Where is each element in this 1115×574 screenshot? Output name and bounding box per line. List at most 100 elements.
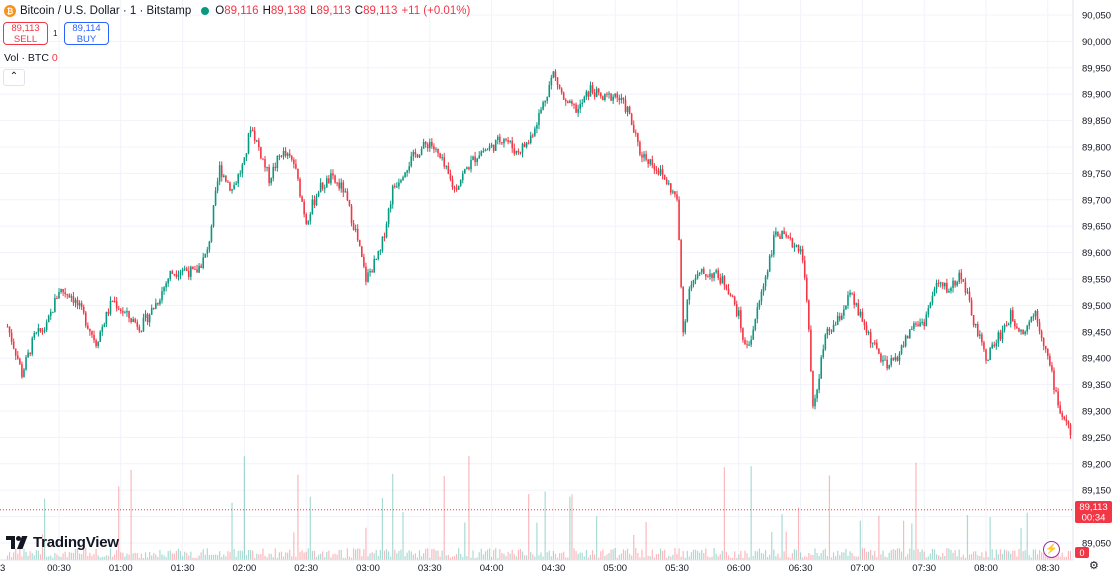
sell-button[interactable]: 89,113 SELL [3,22,48,45]
candle-body [1051,365,1053,371]
candle-body [826,328,829,335]
gear-icon[interactable]: ⚙ [1089,560,1099,572]
volume-bar [546,552,548,560]
volume-bar [917,548,919,560]
candle-body [865,325,868,333]
volume-bar [287,552,289,560]
volume-label: Vol · BTC [4,52,49,64]
volume-bar [734,551,736,560]
volume-bar [447,554,449,560]
market-status-dot [201,7,210,15]
volume-bar [322,551,324,560]
buy-button[interactable]: 89,114 BUY [64,22,109,45]
candle-body [21,364,23,378]
volume-bar [21,556,23,560]
candle-body [849,292,851,296]
candle-body [999,332,1002,340]
candle-body [58,291,60,299]
volume-bar [534,556,536,560]
candle-body [437,148,439,154]
candle-body [906,335,909,339]
volume-bar [295,556,297,560]
candle-body [62,288,64,293]
candle-body [82,306,85,313]
volume-bar [396,553,398,560]
candle-body [1032,316,1035,318]
volume-bar [184,551,186,560]
volume-bar [569,496,571,560]
volume-bar [999,549,1002,560]
volume-bar [495,548,497,560]
candle-body [315,196,318,205]
volume-bar [144,552,147,560]
volume-bar [29,551,31,560]
candle-body [426,144,429,149]
volume-bar [732,557,734,560]
volume-bar [394,549,396,560]
volume-bar [472,550,474,560]
candle-body [991,344,993,349]
volume-bar [624,550,627,560]
volume-bar [608,553,610,560]
candle-body [532,135,534,137]
price-axis[interactable]: 90,050 90,000 89,950 89,900 89,850 89,800 89,7… [1082,11,1111,550]
volume-bar [120,552,122,560]
symbol-title[interactable]: Bitcoin / U.S. Dollar · 1 · Bitstamp [20,5,192,17]
candle-body [54,298,56,312]
volume-bar [1034,549,1037,560]
candle-body [313,199,316,205]
volume-bar [390,556,392,560]
candle-body [319,182,322,193]
candle-body [239,173,242,175]
candle-body [338,182,340,189]
volume-bar [867,551,870,560]
candle-body [859,311,862,316]
volume-bar [151,555,153,560]
volume-bar [513,554,515,560]
candle-body [550,77,553,86]
volume-bar [27,555,29,560]
candle-body [435,148,437,150]
volume-bar [371,552,373,560]
candle-body [816,389,818,399]
candle-body [278,155,281,157]
volume-bar [701,549,703,560]
candle-body [824,334,827,350]
volume-bar [857,556,859,560]
volume-bar [898,548,901,560]
volume-bar [101,556,103,560]
candle-body [921,321,923,323]
volume-bar [802,557,804,560]
volume-bar [589,554,592,560]
candle-body [155,303,157,309]
candle-body [480,151,483,156]
volume-bar [919,552,921,560]
candle-body [793,246,796,248]
volume-bar [6,555,9,560]
volume-legend[interactable]: Vol · BTC 0 [4,52,58,64]
candle-body [97,341,99,347]
candle-body [255,140,258,142]
symbol-legend[interactable]: ₿ Bitcoin / U.S. Dollar · 1 · Bitstamp O… [4,2,470,20]
current-volume-label: 0 [1075,547,1089,558]
volume-bar [256,553,258,560]
volume-bar [705,548,707,560]
volume-bar [631,555,633,560]
candle-body [1059,405,1061,414]
candle-body [208,241,211,250]
volume-bar [153,553,155,560]
tradingview-logo[interactable]: TradingView [6,534,119,551]
volume-bar [179,551,182,560]
lightning-icon[interactable]: ⚡ [1043,541,1060,558]
volume-bar [365,527,367,560]
time-axis[interactable]: 3 00:30 01:00 01:30 02:00 02:30 03:00 03:30 04:0… [0,563,1060,574]
candle-body [672,191,674,193]
volume-bar [505,556,507,560]
candle-body [738,310,740,316]
candle-body [946,283,948,293]
candle-body [787,236,790,238]
candle-body [987,360,989,362]
collapse-legend-button[interactable]: ⌃ [3,69,25,86]
candle-body [134,319,137,323]
